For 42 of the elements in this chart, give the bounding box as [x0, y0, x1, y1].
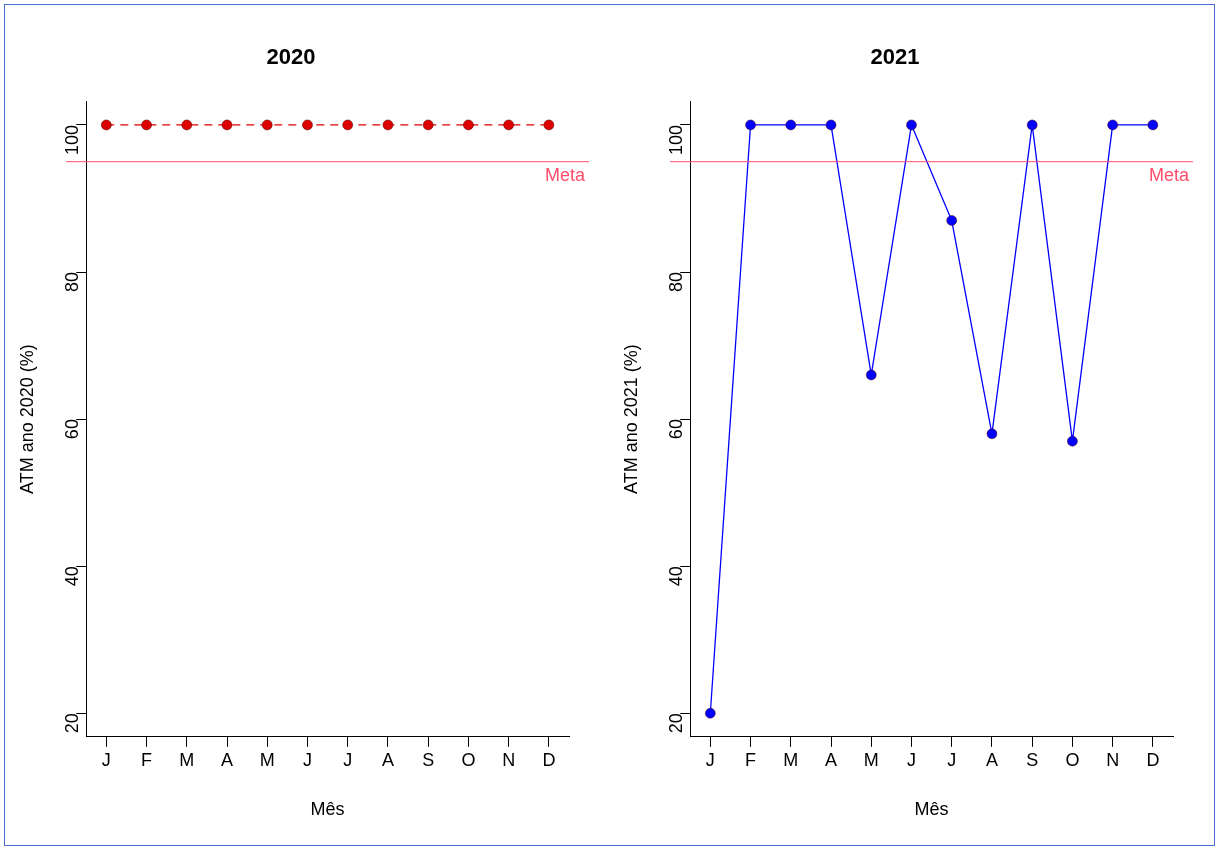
x-tick-label: A — [221, 749, 234, 770]
y-axis-title: ATM ano 2020 (%) — [16, 344, 37, 494]
x-tick-label: J — [947, 749, 957, 770]
x-tick-label: S — [1026, 749, 1039, 770]
x-axis-title: Mês — [914, 799, 949, 820]
x-tick-label: A — [825, 749, 838, 770]
ref-line-label: Meta — [1148, 164, 1190, 185]
x-tick-label: F — [141, 749, 153, 770]
y-tick-label: 80 — [666, 272, 687, 293]
y-tick-label: 60 — [62, 419, 83, 440]
x-tick-label: M — [863, 749, 879, 770]
x-tick-label: M — [179, 749, 195, 770]
chart-title: 2021 — [870, 44, 920, 70]
x-tick-label: O — [461, 749, 476, 770]
y-axis-title: ATM ano 2021 (%) — [620, 344, 641, 494]
y-tick-label: 100 — [62, 124, 83, 155]
x-tick-label: D — [542, 749, 556, 770]
x-tick-label: J — [302, 749, 312, 770]
chart-title: 2020 — [266, 44, 316, 70]
x-tick-label: S — [422, 749, 435, 770]
y-tick-label: 20 — [62, 713, 83, 734]
y-tick-label: 40 — [62, 566, 83, 587]
x-tick-label: M — [259, 749, 275, 770]
x-tick-label: J — [343, 749, 353, 770]
y-tick-label: 20 — [666, 713, 687, 734]
x-tick-label: D — [1146, 749, 1160, 770]
x-tick-label: J — [705, 749, 715, 770]
x-tick-label: O — [1065, 749, 1080, 770]
y-tick-label: 100 — [666, 124, 687, 155]
x-tick-label: F — [745, 749, 757, 770]
x-tick-label: M — [783, 749, 799, 770]
x-tick-label: N — [1106, 749, 1120, 770]
x-tick-label: A — [381, 749, 394, 770]
y-tick-label: 80 — [62, 272, 83, 293]
x-tick-label: J — [906, 749, 916, 770]
y-tick-label: 60 — [666, 419, 687, 440]
x-tick-label: A — [985, 749, 998, 770]
x-axis-title: Mês — [310, 799, 345, 820]
y-tick-label: 40 — [666, 566, 687, 587]
x-tick-label: N — [502, 749, 516, 770]
x-tick-label: J — [101, 749, 111, 770]
ref-line-label: Meta — [544, 164, 586, 185]
